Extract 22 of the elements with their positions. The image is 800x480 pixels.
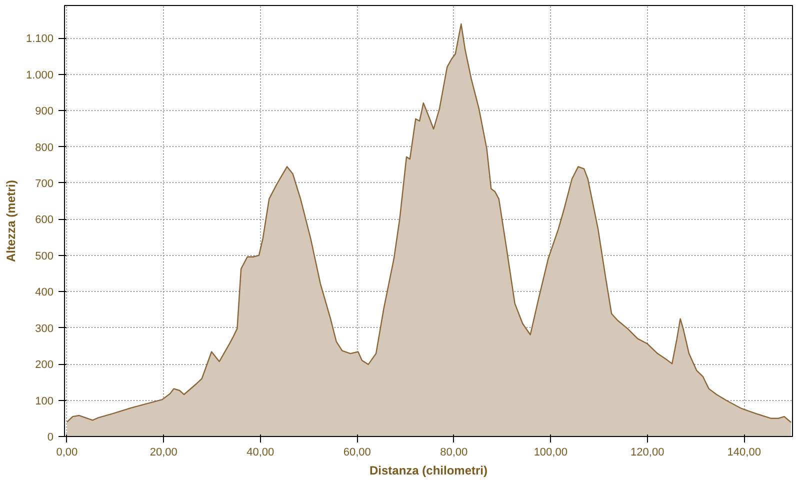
y-axis-title: Altezza (metri) — [4, 180, 18, 262]
y-tick-label: 100 — [35, 395, 54, 408]
y-tick-label: 900 — [35, 106, 54, 118]
y-tick-label: 200 — [35, 359, 54, 372]
x-tick-label: 80,00 — [440, 446, 468, 458]
x-tick-label: 120,00 — [630, 446, 664, 458]
y-tick-label: 400 — [35, 286, 54, 299]
x-tick-label: 40,00 — [246, 446, 274, 458]
x-tick-label: 140,00 — [727, 446, 761, 458]
x-tick-label: 20,00 — [150, 446, 178, 458]
x-tick-label: 60,00 — [343, 446, 371, 458]
y-tick-label: 800 — [35, 142, 54, 154]
y-tick-label: 0 — [47, 432, 54, 444]
y-tick-label: 1.100 — [26, 33, 54, 46]
y-tick-label: 700 — [35, 178, 54, 190]
x-tick-label: 0,00 — [56, 446, 78, 458]
x-tick-label: 100,00 — [534, 446, 568, 458]
y-tick-label: 600 — [35, 214, 54, 226]
y-tick-label: 1.000 — [26, 69, 54, 82]
y-tick-label: 500 — [35, 250, 54, 262]
y-tick-label: 300 — [35, 322, 54, 335]
x-axis-title: Distanza (chilometri) — [369, 464, 488, 478]
